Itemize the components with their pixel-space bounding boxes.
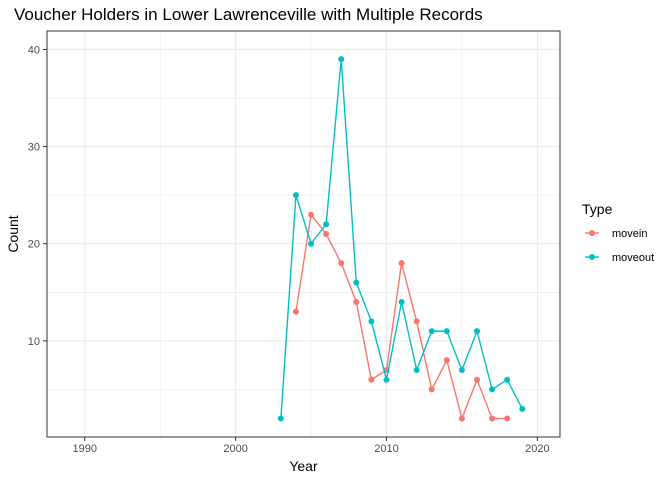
- plot-panel-border: [46, 30, 561, 438]
- data-point-movein: [353, 298, 360, 305]
- data-point-movein: [458, 415, 465, 422]
- data-point-movein: [489, 415, 496, 422]
- data-point-moveout: [474, 328, 481, 335]
- data-point-moveout: [443, 328, 450, 335]
- data-point-moveout: [519, 405, 526, 412]
- data-point-movein: [368, 376, 375, 383]
- x-axis-label: Year: [289, 458, 318, 474]
- data-point-movein: [308, 211, 315, 218]
- data-point-moveout: [504, 376, 511, 383]
- data-point-movein: [323, 231, 330, 237]
- y-axis-label: Count: [5, 215, 21, 252]
- y-tick-label: 20: [28, 239, 40, 251]
- series-moveout: [277, 56, 526, 422]
- minor-gridlines: [47, 31, 560, 437]
- data-point-movein: [504, 415, 511, 422]
- data-point-moveout: [277, 415, 284, 422]
- legend-title: Type: [582, 201, 613, 217]
- data-point-movein: [443, 357, 450, 364]
- x-tick-label: 2010: [374, 443, 398, 455]
- data-point-moveout: [323, 221, 330, 228]
- data-point-movein: [474, 376, 481, 383]
- data-point-movein: [338, 260, 345, 267]
- legend: Type movein moveout: [582, 201, 654, 264]
- data-point-moveout: [292, 192, 299, 199]
- x-tick-label: 2020: [525, 443, 549, 455]
- legend-label: moveout: [612, 252, 654, 264]
- y-axis: 10 20 30 40: [28, 44, 47, 348]
- y-tick-label: 10: [28, 336, 40, 348]
- legend-label: movein: [612, 228, 647, 240]
- data-point-moveout: [338, 56, 345, 63]
- data-point-moveout: [383, 376, 390, 383]
- y-tick-label: 40: [28, 44, 40, 56]
- legend-items: movein moveout: [585, 228, 654, 264]
- data-point-moveout: [368, 318, 375, 325]
- data-point-movein: [428, 386, 435, 393]
- data-point-moveout: [308, 240, 315, 247]
- data-point-movein: [398, 260, 405, 267]
- plot-panel-background: [47, 31, 560, 437]
- series-layer: [277, 56, 526, 422]
- data-point-movein: [413, 318, 420, 325]
- data-point-movein: [292, 308, 299, 315]
- data-point-moveout: [413, 366, 420, 373]
- x-axis: 1990 2000 2010 2020: [72, 437, 550, 455]
- legend-key-point: [589, 230, 595, 236]
- legend-key-point: [589, 254, 595, 260]
- legend-item-moveout: moveout: [585, 252, 654, 264]
- data-point-moveout: [428, 328, 435, 335]
- legend-item-movein: movein: [585, 228, 647, 240]
- y-tick-label: 30: [28, 142, 40, 154]
- series-movein: [292, 211, 511, 422]
- chart-title: Voucher Holders in Lower Lawrenceville w…: [14, 5, 483, 24]
- data-point-moveout: [458, 366, 465, 373]
- data-point-moveout: [489, 386, 496, 393]
- x-tick-label: 2000: [223, 443, 247, 455]
- data-point-moveout: [353, 279, 360, 286]
- data-point-moveout: [398, 298, 405, 305]
- x-tick-label: 1990: [72, 443, 96, 455]
